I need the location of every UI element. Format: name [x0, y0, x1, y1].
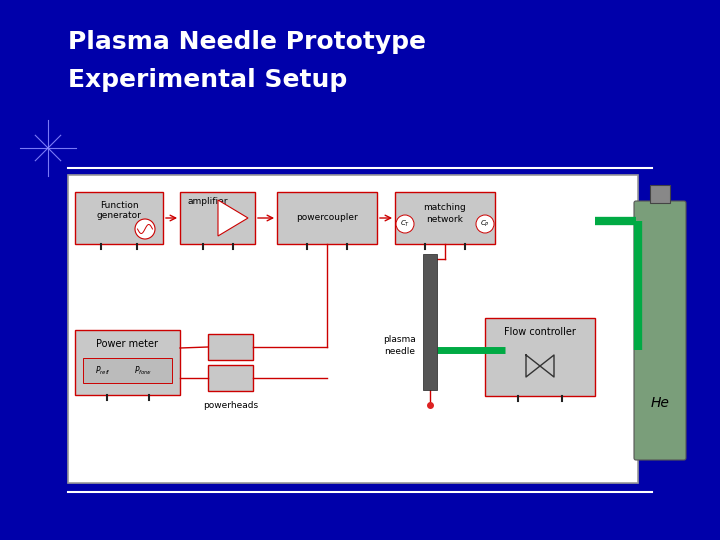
FancyBboxPatch shape [208, 334, 253, 360]
FancyBboxPatch shape [423, 254, 437, 390]
Text: needle: needle [384, 348, 415, 356]
FancyBboxPatch shape [277, 192, 377, 244]
Text: Plasma Needle Prototype: Plasma Needle Prototype [68, 30, 426, 54]
FancyBboxPatch shape [75, 192, 163, 244]
FancyBboxPatch shape [83, 358, 172, 383]
Circle shape [476, 215, 494, 233]
Text: Experimental Setup: Experimental Setup [68, 68, 347, 92]
Text: Power meter: Power meter [96, 339, 158, 349]
FancyBboxPatch shape [395, 192, 495, 244]
Text: $P_{forw}$: $P_{forw}$ [134, 364, 152, 377]
FancyBboxPatch shape [208, 365, 253, 391]
FancyBboxPatch shape [68, 175, 638, 483]
Text: $C_T$: $C_T$ [400, 219, 410, 229]
Circle shape [396, 215, 414, 233]
FancyBboxPatch shape [634, 201, 686, 460]
Text: matching: matching [423, 202, 467, 212]
FancyBboxPatch shape [485, 318, 595, 396]
Text: network: network [426, 214, 464, 224]
FancyBboxPatch shape [650, 185, 670, 203]
Text: $C_P$: $C_P$ [480, 219, 490, 229]
Text: $P_{refl}$: $P_{refl}$ [95, 364, 111, 377]
Text: Flow controller: Flow controller [504, 327, 576, 337]
Text: plasma: plasma [384, 335, 416, 345]
Text: powercoupler: powercoupler [296, 213, 358, 222]
FancyBboxPatch shape [180, 192, 255, 244]
Text: amplifier: amplifier [187, 198, 228, 206]
Polygon shape [218, 200, 248, 236]
Text: generator: generator [96, 212, 141, 220]
Text: powerheads: powerheads [203, 401, 258, 409]
Text: Function: Function [99, 200, 138, 210]
Circle shape [135, 219, 155, 239]
Text: He: He [651, 396, 670, 410]
FancyBboxPatch shape [75, 330, 180, 395]
